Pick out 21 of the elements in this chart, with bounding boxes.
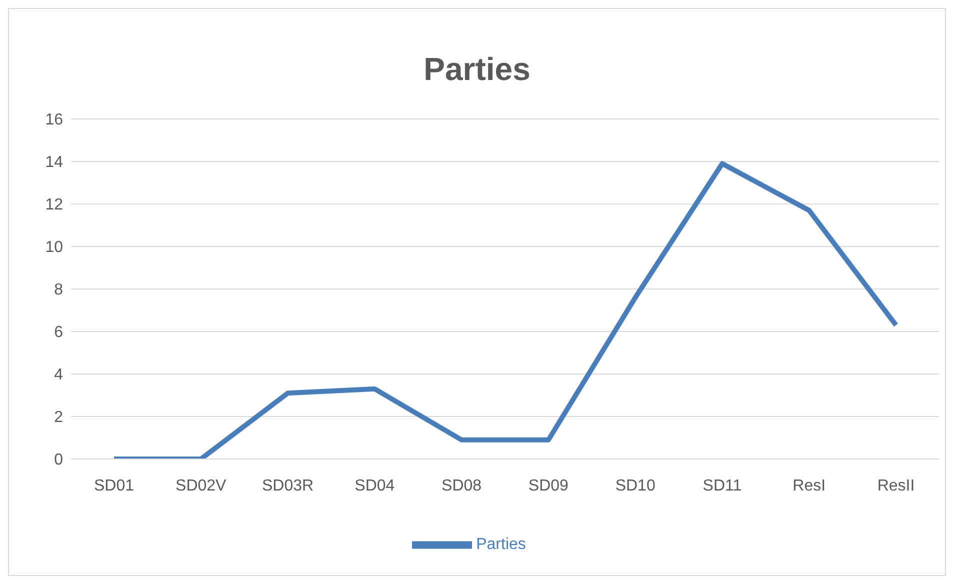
x-tick-label: SD02V [176, 477, 227, 494]
legend-label: Parties [476, 536, 526, 554]
y-tick-label: 0 [54, 452, 64, 469]
x-tick-label: ResI [792, 477, 826, 494]
y-tick-label: 14 [45, 154, 64, 172]
y-tick-label: 8 [54, 282, 64, 299]
y-tick-label: 2 [54, 409, 64, 426]
chart-title: Parties [422, 50, 532, 89]
x-tick-label: SD04 [354, 477, 395, 494]
y-tick-label: 10 [45, 239, 64, 256]
x-tick-label: SD01 [94, 477, 134, 494]
x-tick-label: SD09 [528, 477, 569, 494]
y-tick-label: 6 [54, 324, 64, 342]
y-tick-label: 12 [45, 196, 64, 214]
x-tick-label: SD10 [615, 477, 656, 494]
y-tick-label: 16 [45, 112, 64, 129]
x-tick-label: ResII [877, 477, 915, 494]
x-tick-label: SD11 [702, 477, 742, 494]
x-tick-label: SD03R [262, 477, 314, 494]
y-tick-label: 4 [54, 366, 64, 384]
x-tick-label: SD08 [442, 477, 482, 494]
